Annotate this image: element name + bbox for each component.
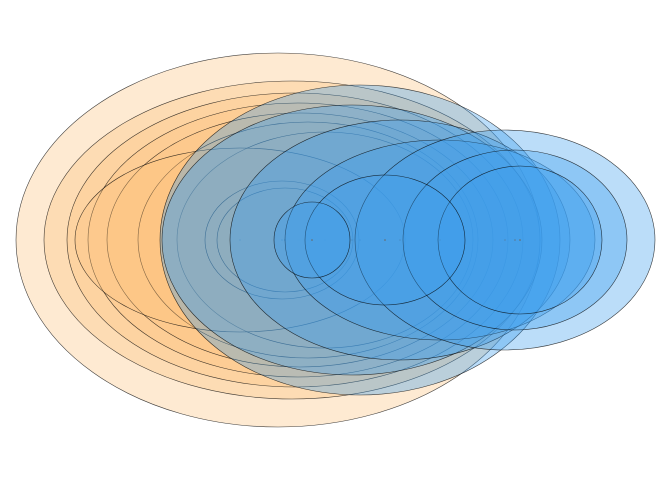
blue-point-5 [504, 239, 506, 241]
orange-point-7 [324, 239, 326, 241]
orange-point-4 [297, 239, 299, 241]
blue-point-4 [439, 239, 441, 241]
blue-point-2 [351, 239, 353, 241]
orange-point-6 [307, 239, 309, 241]
blue-point-9 [311, 239, 313, 241]
orange-point-5 [299, 239, 301, 241]
orange-point-2 [291, 239, 293, 241]
blue-point-3 [399, 239, 401, 241]
orange-point-8 [239, 239, 241, 241]
orange-point-3 [294, 239, 296, 241]
orange-point-9 [281, 239, 283, 241]
blue-point-7 [519, 239, 521, 241]
blue-point-6 [514, 239, 516, 241]
orange-point-1 [277, 239, 279, 241]
blue-series [159, 84, 656, 396]
blue-point-8 [384, 239, 386, 241]
blue-point-1 [359, 239, 361, 241]
orange-series [15, 52, 541, 428]
